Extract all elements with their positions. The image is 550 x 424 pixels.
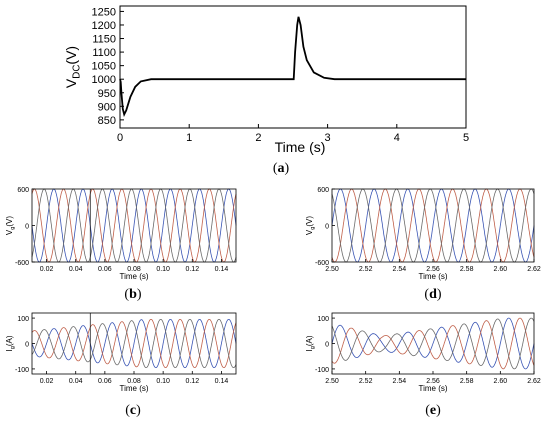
panel-d-xtick-label: 2.54 <box>393 266 407 273</box>
plot-a-ytick-label: 950 <box>98 88 116 100</box>
panel-c: 0.02 0.04 0.06 0.08 0.10 0.12 0.14 -100 0 100 Time… <box>15 312 237 393</box>
plot-a-ytick-label: 1250 <box>92 6 116 18</box>
panel-b-xlabel: Time (s) <box>119 272 148 281</box>
plot-a-ylabel: VDC(V) <box>63 46 83 88</box>
caption-b: (b) <box>124 287 141 302</box>
plot-a-xtick-label: 5 <box>463 132 469 144</box>
plot-a-xtick-label: 4 <box>394 132 400 144</box>
panel-c-ytick-label: -100 <box>15 367 29 374</box>
plot-a-xtick-label: 2 <box>255 132 261 144</box>
caption-e: (e) <box>425 403 441 418</box>
plot-a-xtick-label: 1 <box>186 132 192 144</box>
panel-b-ytick-label: 600 <box>17 187 29 194</box>
panel-b-xtick-label: 0.04 <box>69 266 83 273</box>
panel-e-ylabel: Ig(A) <box>305 335 316 351</box>
panel-e-ytick-label: -100 <box>315 367 329 374</box>
panel-c-xtick-label: 0.12 <box>185 378 199 385</box>
panel-c-phase-line <box>31 318 237 369</box>
panel-b-xtick-label: 0.06 <box>98 266 112 273</box>
panel-d-xtick-label: 2.50 <box>325 266 339 273</box>
panel-d-ytick-label: 0 <box>325 224 329 231</box>
panel-d-phase-line <box>331 188 535 263</box>
panel-e-ytick-label: 100 <box>317 316 329 323</box>
panel-b-xtick-label: 0.12 <box>185 266 199 273</box>
plot-a-ytick-label: 1050 <box>92 61 116 73</box>
panel-c-xtick-label: 0.08 <box>127 378 141 385</box>
panel-b-xtick-label: 0.14 <box>215 266 229 273</box>
panel-c-xtick-label: 0.04 <box>69 378 83 385</box>
plot-a-ytick-label: 1200 <box>92 20 116 32</box>
panel-b-phase-line <box>31 188 237 263</box>
panel-d-ytick-label: -600 <box>315 260 329 267</box>
caption-d: (d) <box>424 287 441 302</box>
panel-e-xtick-label: 2.60 <box>494 378 508 385</box>
panel-d-xtick-label: 2.52 <box>359 266 373 273</box>
plot-a-xtick-label: 3 <box>325 132 331 144</box>
caption-a: (a) <box>273 161 290 176</box>
plot-a-ytick-label: 900 <box>98 101 116 113</box>
panel-e-xtick-label: 2.54 <box>393 378 407 385</box>
panel-e-xtick-label: 2.62 <box>527 378 541 385</box>
panel-b-phase-line <box>31 188 237 263</box>
panel-d-xtick-label: 2.60 <box>494 266 508 273</box>
panel-d-ylabel: Vg(V) <box>305 216 316 235</box>
plot-a-ytick-label: 1150 <box>92 34 116 46</box>
panel-b-ylabel: Vg(V) <box>5 216 16 235</box>
panel-b-ytick-label: -600 <box>15 260 29 267</box>
panel-c-ytick-label: 100 <box>17 316 29 323</box>
panel-c-xtick-label: 0.10 <box>156 378 170 385</box>
plot-a-ytick-label: 1000 <box>92 74 116 86</box>
panel-c-xtick-label: 0.02 <box>40 378 54 385</box>
panel-d: 2.50 2.52 2.54 2.56 2.58 2.60 2.62 -600 0 600 Time… <box>315 187 541 281</box>
panel-c-xtick-label: 0.06 <box>98 378 112 385</box>
panel-c-ytick-label: 0 <box>25 342 29 349</box>
panel-e-phase-line <box>331 317 535 370</box>
panel-e-phase-line <box>331 317 535 370</box>
panel-e-xlabel: Time (s) <box>418 384 447 393</box>
panel-b-phase-line <box>31 188 237 263</box>
panel-e-xtick-label: 2.56 <box>426 378 440 385</box>
panel-d-xlabel: Time (s) <box>418 272 447 281</box>
plot-a-frame <box>119 5 467 129</box>
panel-b-xtick-label: 0.02 <box>40 266 54 273</box>
panel-c-phase-line <box>31 318 237 369</box>
panel-e-xtick-label: 2.52 <box>359 378 373 385</box>
plot-a-ytick-label: 850 <box>98 115 116 127</box>
panel-d-ytick-label: 600 <box>317 187 329 194</box>
panel-d-phase-line <box>331 188 535 263</box>
panel-b-xtick-label: 0.10 <box>156 266 170 273</box>
panel-b: 0.02 0.04 0.06 0.08 0.10 0.12 0.14 -600 0 600 Time… <box>15 187 237 281</box>
panel-c-xlabel: Time (s) <box>119 384 148 393</box>
panel-b-xtick-label: 0.08 <box>127 266 141 273</box>
panel-b-ytick-label: 0 <box>25 224 29 231</box>
plot-a-ytick-label: 1100 <box>92 47 116 59</box>
panel-e-phase-line <box>331 317 535 370</box>
panel-d-xtick-label: 2.62 <box>527 266 541 273</box>
panel-d-xtick-label: 2.58 <box>460 266 474 273</box>
plot-a-xtick-label: 0 <box>117 132 123 144</box>
panel-e-ytick-label: 0 <box>325 342 329 349</box>
panel-d-phase-line <box>331 188 535 263</box>
panel-e: 2.50 2.52 2.54 2.56 2.58 2.60 2.62 -100 0 100 Time… <box>315 312 541 393</box>
plot-a-xlabel: Time (s) <box>275 139 326 155</box>
panel-c-ylabel: Ig(A) <box>5 335 16 351</box>
panel-c-phase-line <box>31 318 237 369</box>
plot-a-vdc-line <box>119 16 466 117</box>
caption-c: (c) <box>125 403 141 418</box>
panel-d-xtick-label: 2.56 <box>426 266 440 273</box>
panel-e-xtick-label: 2.58 <box>460 378 474 385</box>
panel-e-xtick-label: 2.50 <box>325 378 339 385</box>
panel-c-xtick-label: 0.14 <box>215 378 229 385</box>
